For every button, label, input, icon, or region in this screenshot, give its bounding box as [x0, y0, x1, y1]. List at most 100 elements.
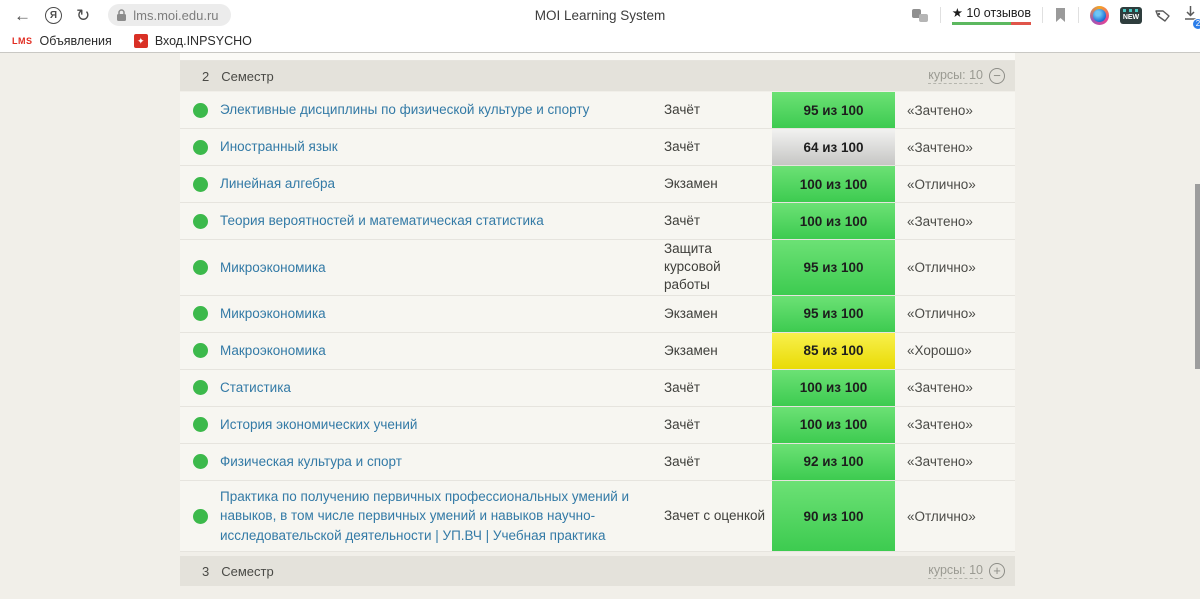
assessment-type: Зачёт — [664, 212, 701, 228]
score-badge: 95 из 100 — [772, 240, 895, 295]
grade-text: «Зачтено» — [907, 380, 973, 396]
download-count-badge: 2 — [1192, 17, 1200, 30]
yandex-logo-icon[interactable]: Я — [45, 6, 62, 24]
extension-new-movies-icon[interactable]: NEW — [1120, 6, 1142, 24]
courses-count-link[interactable]: курсы: 10 — [928, 68, 983, 84]
divider — [1078, 7, 1079, 23]
course-row: Иностранный язык Зачёт 64 из 100 «Зачтен… — [180, 129, 1015, 166]
bookmark-item-inpsycho-login[interactable]: ✦ Вход.INPSYCHO — [133, 34, 252, 48]
extension-tag-icon[interactable] — [1153, 7, 1172, 23]
grade-text: «Зачтено» — [907, 213, 973, 229]
course-row: Статистика Зачёт 100 из 100 «Зачтено» — [180, 369, 1015, 407]
grade-text: «Отлично» — [907, 306, 976, 322]
reviews-rating-bar — [951, 22, 1032, 25]
grades-table: 2 Семестр курсы: 10 − Элективные дисципл… — [180, 53, 1015, 587]
grade-text: «Отлично» — [907, 508, 976, 524]
course-name[interactable]: Статистика — [220, 379, 291, 395]
protect-icon[interactable] — [911, 8, 929, 23]
expand-icon[interactable]: + — [989, 563, 1005, 580]
course-name[interactable]: Теория вероятностей и математическая ста… — [220, 213, 544, 229]
divider — [939, 7, 941, 23]
status-dot-icon — [192, 343, 208, 359]
status-dot-icon — [192, 508, 208, 524]
status-dot-icon — [192, 417, 208, 433]
course-table-body: Элективные дисциплины по физической куль… — [180, 92, 1015, 553]
assessment-type: Зачёт — [664, 379, 701, 395]
address-bar[interactable]: lms.moi.edu.ru — [108, 4, 231, 26]
courses-count-link[interactable]: курсы: 10 — [928, 563, 983, 580]
divider — [1042, 7, 1043, 23]
scrollbar-thumb[interactable] — [1195, 184, 1200, 369]
assessment-type: Зачёт — [664, 416, 701, 432]
downloads-button[interactable]: 2 — [1183, 5, 1200, 30]
course-name[interactable]: Физическая культура и спорт — [220, 453, 402, 469]
grade-text: «Зачтено» — [907, 102, 973, 118]
bookmark-flag-icon[interactable] — [1054, 7, 1067, 23]
course-row: Практика по получению первичных професси… — [180, 480, 1015, 553]
score-badge: 64 из 100 — [772, 129, 895, 165]
bookmarks-bar: LMS Объявления ✦ Вход.INPSYCHO — [0, 30, 1200, 53]
score-badge: 92 из 100 — [772, 443, 895, 480]
course-name[interactable]: Микроэкономика — [220, 259, 326, 275]
course-name[interactable]: Иностранный язык — [220, 139, 338, 155]
grade-text: «Зачтено» — [907, 139, 973, 155]
semester-2-header: 2 Семестр курсы: 10 − — [180, 61, 1015, 91]
course-name[interactable]: История экономических учений — [220, 416, 418, 432]
score-badge: 100 из 100 — [772, 406, 895, 443]
grade-text: «Зачтено» — [907, 454, 973, 470]
status-dot-icon — [192, 306, 208, 322]
score-badge: 100 из 100 — [772, 166, 895, 202]
assessment-type: Экзамен — [664, 342, 718, 358]
status-dot-icon — [192, 259, 208, 275]
course-name[interactable]: Линейная алгебра — [220, 176, 336, 192]
status-dot-icon — [192, 380, 208, 396]
url-text: lms.moi.edu.ru — [133, 7, 219, 23]
bookmark-item-announcements[interactable]: LMS Объявления — [12, 34, 112, 48]
course-row: Теория вероятностей и математическая ста… — [180, 203, 1015, 240]
course-name[interactable]: Практика по получению первичных професси… — [220, 488, 630, 543]
assessment-type: Зачёт — [664, 101, 701, 117]
reviews-label: ★ 10 отзывов — [951, 6, 1031, 21]
assessment-type: Зачёт — [664, 453, 701, 469]
course-name[interactable]: Микроэкономика — [220, 305, 326, 321]
score-badge: 95 из 100 — [772, 92, 895, 128]
status-dot-icon — [192, 213, 208, 229]
course-row: Микроэкономика Защита курсовой работы 95… — [180, 240, 1015, 296]
course-row: История экономических учений Зачёт 100 и… — [180, 406, 1015, 444]
previous-row-sliver — [180, 53, 1015, 61]
score-badge: 100 из 100 — [772, 369, 895, 406]
lms-favicon: LMS — [12, 36, 33, 46]
course-row: Физическая культура и спорт Зачёт 92 из … — [180, 443, 1015, 481]
grade-text: «Отлично» — [907, 176, 976, 192]
course-name[interactable]: Элективные дисциплины по физической куль… — [220, 102, 590, 118]
reviews-widget[interactable]: ★ 10 отзывов — [951, 5, 1032, 25]
score-badge: 85 из 100 — [772, 332, 895, 369]
status-dot-icon — [192, 139, 208, 155]
score-badge: 100 из 100 — [772, 203, 895, 239]
assessment-type: Зачёт — [664, 138, 701, 154]
assessment-type: Экзамен — [664, 305, 718, 321]
course-row: Линейная алгебра Экзамен 100 из 100 «Отл… — [180, 166, 1015, 203]
course-row: Макроэкономика Экзамен 85 из 100 «Хорошо… — [180, 332, 1015, 370]
grade-text: «Зачтено» — [907, 417, 973, 433]
course-row: Микроэкономика Экзамен 95 из 100 «Отличн… — [180, 295, 1015, 333]
status-dot-icon — [192, 176, 208, 192]
status-dot-icon — [192, 102, 208, 118]
assessment-type: Экзамен — [664, 175, 718, 191]
collapse-icon[interactable]: − — [989, 68, 1005, 84]
back-icon[interactable]: ← — [14, 5, 31, 25]
extension-browser-icon[interactable] — [1090, 5, 1109, 25]
inpsycho-favicon: ✦ — [133, 34, 148, 48]
lock-icon — [117, 8, 127, 21]
grade-text: «Хорошо» — [907, 343, 972, 359]
status-dot-icon — [192, 454, 208, 470]
browser-chrome: ← Я ↻ lms.moi.edu.ru MOI Learning System… — [0, 0, 1200, 30]
page-content: 2 Семестр курсы: 10 − Элективные дисципл… — [0, 53, 1200, 599]
assessment-type: Защита курсовой работы — [664, 241, 721, 293]
score-badge: 95 из 100 — [772, 295, 895, 332]
course-row: Элективные дисциплины по физической куль… — [180, 92, 1015, 129]
course-name[interactable]: Макроэкономика — [220, 342, 326, 358]
refresh-icon[interactable]: ↻ — [76, 5, 91, 25]
semester-3-header: 3 Семестр курсы: 10 + — [180, 556, 1015, 587]
score-badge: 90 из 100 — [772, 480, 895, 552]
